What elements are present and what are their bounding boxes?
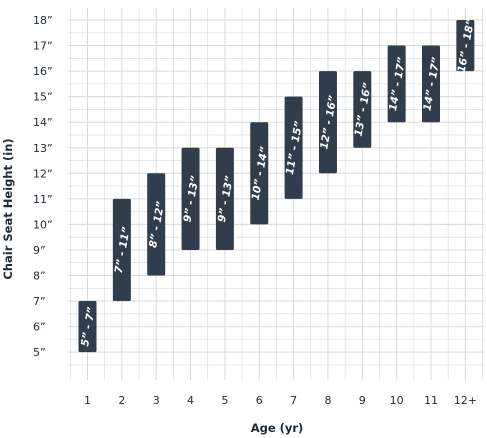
grid bbox=[68, 8, 484, 380]
range-bar bbox=[78, 301, 97, 353]
y-tick-labels: 5” 6” 7” 8” 9” 10” 11” 12” 13” 14” 15” 16” 17” 18” bbox=[33, 14, 53, 359]
x-tick-label: 11 bbox=[424, 394, 438, 407]
y-tick-label: 18” bbox=[33, 14, 53, 27]
y-tick-label: 17” bbox=[33, 40, 53, 53]
range-bar bbox=[422, 45, 440, 123]
x-tick-label: 6 bbox=[256, 394, 263, 407]
x-tick-label: 5 bbox=[221, 394, 228, 407]
y-tick-label: 8” bbox=[33, 270, 46, 283]
x-tick-labels: 1 2 3 4 5 6 7 8 9 10 11 12+ bbox=[84, 394, 477, 407]
x-tick-label: 7 bbox=[290, 394, 297, 407]
x-tick-label: 2 bbox=[118, 394, 125, 407]
range-bar bbox=[250, 122, 269, 225]
range-bar bbox=[112, 198, 131, 302]
x-tick-label: 10 bbox=[390, 394, 404, 407]
x-tick-label: 3 bbox=[153, 394, 160, 407]
x-tick-label: 4 bbox=[187, 394, 194, 407]
range-bar bbox=[456, 20, 475, 72]
y-tick-label: 11” bbox=[33, 193, 53, 206]
range-bar bbox=[318, 71, 337, 174]
x-tick-label: 8 bbox=[324, 394, 331, 407]
range-bars: 5” - 7”7” - 11”8” - 12”9” - 13” 9” - 13” 1… bbox=[78, 18, 477, 353]
y-tick-label: 16” bbox=[33, 65, 53, 78]
range-bar bbox=[353, 71, 372, 148]
range-bar bbox=[215, 147, 234, 250]
range-bar bbox=[181, 147, 200, 250]
x-axis-title: Age (yr) bbox=[251, 421, 304, 435]
x-tick-label: 12+ bbox=[454, 394, 477, 407]
y-tick-label: 9” bbox=[33, 244, 46, 257]
x-tick-label: 9 bbox=[359, 394, 366, 407]
y-tick-label: 12” bbox=[33, 167, 53, 180]
y-tick-label: 15” bbox=[33, 91, 53, 104]
range-bar bbox=[387, 45, 406, 123]
y-tick-label: 10” bbox=[33, 218, 53, 231]
range-bar bbox=[147, 173, 166, 276]
y-tick-label: 7” bbox=[33, 295, 46, 308]
y-tick-label: 6” bbox=[33, 321, 46, 334]
range-bar bbox=[284, 96, 303, 199]
y-tick-label: 5” bbox=[33, 346, 46, 359]
y-tick-label: 13” bbox=[33, 142, 53, 155]
y-axis-title: Chair Seat Height (in) bbox=[1, 138, 15, 279]
x-tick-label: 1 bbox=[84, 394, 91, 407]
y-tick-label: 14” bbox=[33, 116, 53, 129]
